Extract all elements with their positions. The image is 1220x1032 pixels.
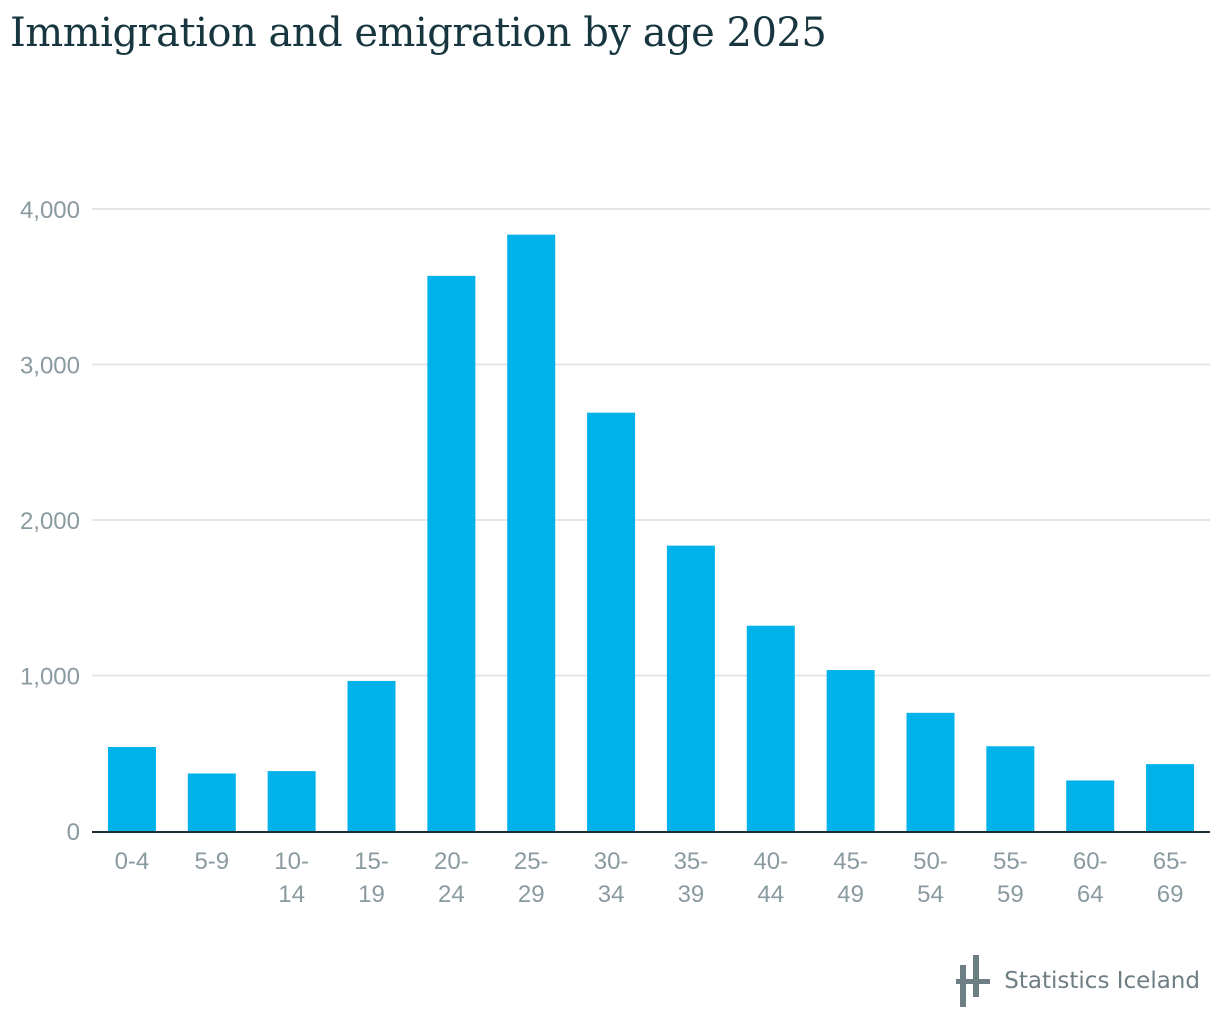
x-tick-label: 24 xyxy=(438,881,465,908)
y-tick-label: 2,000 xyxy=(20,508,80,535)
bar xyxy=(107,747,156,831)
statistics-iceland-logo-icon xyxy=(956,955,991,1007)
x-tick-label: 40- xyxy=(753,848,788,875)
bar xyxy=(427,275,476,831)
x-tick-label: 65- xyxy=(1153,848,1188,875)
x-tick-label: 45- xyxy=(833,848,868,875)
x-tick-label: 34 xyxy=(598,881,625,908)
bar xyxy=(187,773,236,831)
x-tick-label: 25- xyxy=(514,848,549,875)
x-tick-label: 59 xyxy=(997,881,1024,908)
bar xyxy=(666,545,715,831)
x-tick-label: 39 xyxy=(678,881,705,908)
x-tick-label: 50- xyxy=(913,848,948,875)
x-axis-labels: 0-4 5-9 10- 14 15- 19 20- 24 25- 29 30- 34 35- 39 40- 4… xyxy=(115,848,1188,908)
gridlines xyxy=(92,208,1210,677)
x-tick-label: 5-9 xyxy=(194,848,229,875)
x-tick-label: 54 xyxy=(917,881,944,908)
x-tick-label: 69 xyxy=(1157,881,1184,908)
bar xyxy=(906,712,955,831)
chart-title: Immigration and emigration by age 2025 xyxy=(10,10,827,56)
bar xyxy=(1066,780,1115,831)
bar xyxy=(746,625,795,831)
bar xyxy=(826,670,875,831)
bar xyxy=(267,771,316,831)
x-tick-label: 60- xyxy=(1073,848,1108,875)
x-tick-label: 0-4 xyxy=(115,848,150,875)
x-tick-label: 30- xyxy=(594,848,629,875)
x-tick-label: 29 xyxy=(518,881,545,908)
x-tick-label: 14 xyxy=(278,881,305,908)
bar xyxy=(587,412,636,831)
bar xyxy=(347,680,396,831)
x-tick-label: 10- xyxy=(274,848,309,875)
bars xyxy=(107,234,1195,832)
bar xyxy=(507,234,556,832)
x-tick-label: 35- xyxy=(674,848,709,875)
y-axis-labels: 0 1,000 2,000 3,000 4,000 xyxy=(20,197,80,846)
y-tick-label: 3,000 xyxy=(20,353,80,380)
source-label: Statistics Iceland xyxy=(1004,968,1200,994)
x-tick-label: 44 xyxy=(757,881,784,908)
x-tick-label: 15- xyxy=(354,848,389,875)
x-tick-label: 55- xyxy=(993,848,1028,875)
x-tick-label: 64 xyxy=(1077,881,1104,908)
x-tick-label: 49 xyxy=(837,881,864,908)
y-tick-label: 0 xyxy=(67,819,80,846)
y-tick-label: 1,000 xyxy=(20,664,80,691)
statistics-iceland-logo: Statistics Iceland xyxy=(956,955,1200,1007)
x-tick-label: 20- xyxy=(434,848,469,875)
y-tick-label: 4,000 xyxy=(20,197,80,224)
bar xyxy=(1146,764,1195,831)
x-tick-label: 19 xyxy=(358,881,385,908)
bar xyxy=(986,746,1035,831)
